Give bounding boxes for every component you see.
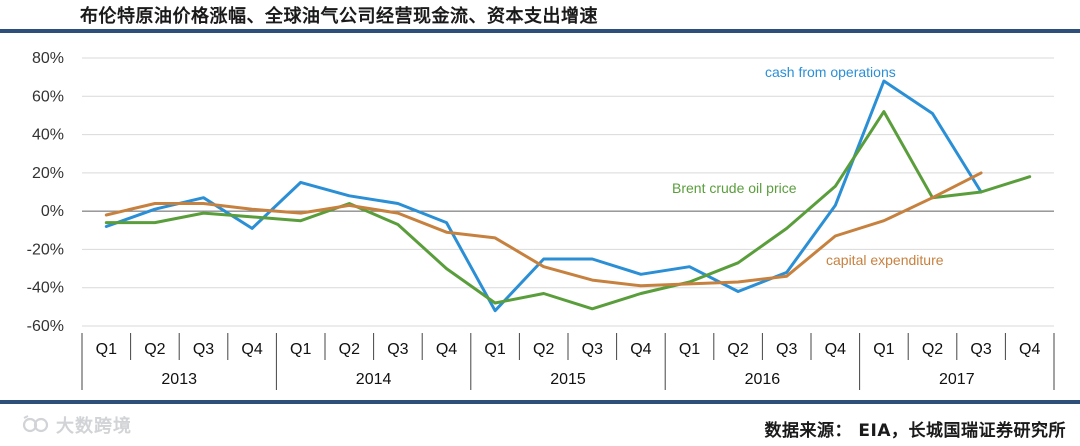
watermark: 大数跨境 — [22, 412, 132, 438]
x-tick-label: Q3 — [970, 341, 991, 358]
x-tick-label: Q2 — [339, 341, 360, 358]
x-year-label: 2015 — [550, 371, 586, 388]
x-year-label: 2016 — [745, 371, 781, 388]
x-tick-label: Q3 — [776, 341, 797, 358]
x-tick-label: Q2 — [144, 341, 165, 358]
x-axis: Q1 Q2 Q3 Q4 Q1 Q2 Q3 Q4 Q1 Q2 Q3 Q4 Q1 Q2 Q3 Q4 Q1 Q2 Q3 Q4… — [81, 333, 1055, 390]
y-tick-label: -40% — [27, 280, 64, 297]
x-tick-label: Q2 — [727, 341, 748, 358]
x-tick-label: Q4 — [241, 341, 262, 358]
x-tick-label: Q1 — [679, 341, 700, 358]
series-line-brent-crude-oil-price — [104, 110, 1032, 311]
y-tick-label: 0% — [41, 203, 64, 220]
watermark-logo-icon — [22, 415, 49, 433]
x-tick-label: Q2 — [922, 341, 943, 358]
series-label: Brent crude oil price — [672, 180, 797, 196]
series-lines — [104, 79, 1032, 313]
x-tick-label: Q4 — [1019, 341, 1040, 358]
x-year-label: 2014 — [356, 371, 392, 388]
x-year-label: 2013 — [161, 371, 197, 388]
x-tick-label: Q1 — [484, 341, 505, 358]
y-tick-label: 20% — [32, 165, 64, 182]
x-tick-label: Q4 — [825, 341, 846, 358]
series-label: capital expenditure — [826, 252, 944, 268]
y-tick-label: 80% — [32, 50, 64, 67]
y-tick-label: -60% — [27, 318, 64, 335]
series-line-capital-expenditure — [104, 171, 983, 288]
series-line-cash-from-operations — [104, 79, 983, 313]
watermark-text: 大数跨境 — [56, 416, 132, 437]
chart-title: 布伦特原油价格涨幅、全球油气公司经营现金流、资本支出增速 — [80, 6, 598, 27]
grid-lines — [82, 57, 1054, 327]
x-tick-label: Q1 — [873, 341, 894, 358]
x-tick-label: Q3 — [387, 341, 408, 358]
x-tick-label: Q4 — [630, 341, 651, 358]
x-tick-label: Q3 — [582, 341, 603, 358]
x-tick-label: Q2 — [533, 341, 554, 358]
x-tick-label: Q1 — [96, 341, 117, 358]
bottom-divider-bar — [0, 400, 1080, 404]
y-tick-label: 60% — [32, 88, 64, 105]
y-tick-label: -20% — [27, 241, 64, 258]
y-axis-ticks: 80% 60% 40% 20% 0% -20% -40% -60% — [27, 50, 64, 335]
top-divider-bar — [0, 29, 1080, 33]
x-tick-label: Q1 — [290, 341, 311, 358]
series-label: cash from operations — [765, 64, 896, 80]
series-labels: cash from operations Brent crude oil pric… — [672, 64, 944, 268]
data-source: 数据来源： EIA，长城国瑞证券研究所 — [764, 421, 1066, 441]
x-tick-label: Q4 — [436, 341, 457, 358]
x-tick-label: Q3 — [193, 341, 214, 358]
x-year-label: 2017 — [939, 371, 975, 388]
y-tick-label: 40% — [32, 127, 64, 144]
line-chart: 80%60%40%20%0%-20%-40%-60% Q1 Q2 Q3 Q4 Q1 Q2 Q… — [27, 50, 1055, 390]
